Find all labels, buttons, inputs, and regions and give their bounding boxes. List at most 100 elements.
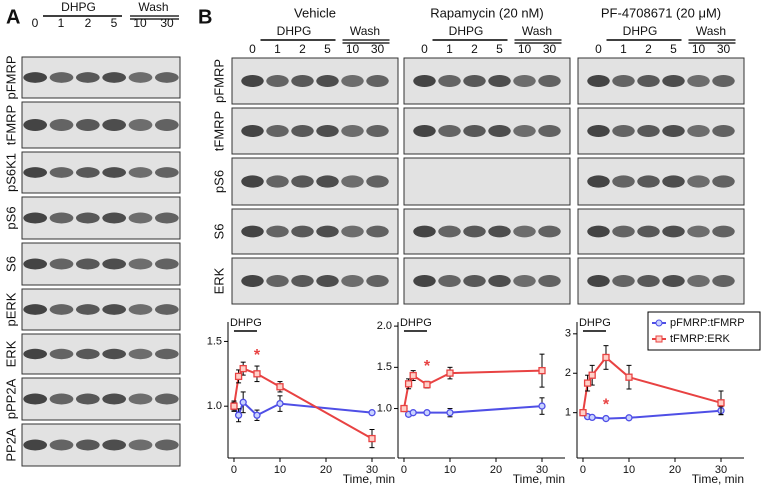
point [717,399,725,407]
lane-label: 10 [692,42,706,56]
band [612,125,635,137]
band [341,125,364,137]
panel-label: B [198,6,212,28]
band [128,348,153,360]
lane-label: 2 [645,42,652,56]
annotation: DHPG [400,317,432,329]
point [602,414,610,423]
band [75,393,100,405]
band [23,167,48,178]
band [154,348,179,360]
lane-label: 2 [85,16,92,30]
band [488,75,511,87]
lane-label: 2 [299,42,306,56]
lane-label: 1 [274,42,281,56]
blot [21,423,181,467]
band [463,225,486,238]
y-tick-label: 1 [565,407,571,419]
row-label: S6 [3,256,18,272]
band [241,75,264,87]
band [102,439,127,451]
band [712,275,735,287]
legend-marker [655,335,663,343]
band [23,439,48,451]
band [49,304,74,315]
lane-label: 30 [371,42,385,56]
band [687,225,710,238]
dhpg-label: DHPG [623,24,658,38]
band [154,258,179,270]
x-tick-label: 10 [274,464,286,476]
point [230,402,238,410]
band [291,275,314,287]
row-label: pERK [3,292,18,326]
band [316,275,339,287]
band [712,75,735,87]
band [341,225,364,238]
band [128,119,153,131]
band [266,125,289,137]
row-label: pFMRP [3,55,18,99]
point [625,414,633,422]
point [368,434,376,443]
point [538,366,546,375]
band [438,75,461,87]
point [276,383,284,391]
x-tick-label: 20 [320,464,332,476]
band [316,225,339,238]
band [687,275,710,287]
band [128,304,153,315]
blot [21,101,181,149]
band [513,225,536,238]
point [234,411,243,419]
band [291,125,314,137]
band [662,275,685,287]
band [102,258,127,270]
band [587,225,610,238]
band [488,275,511,287]
lane-label: 30 [543,42,557,56]
blot [21,288,181,331]
band [128,72,153,83]
x-tick-label: 30 [366,464,378,476]
band [366,225,389,238]
band [266,225,289,238]
band [637,275,660,287]
band [712,125,735,137]
band [662,75,685,87]
lane-label: 0 [595,42,602,56]
point [583,379,592,387]
band [49,72,74,83]
band [316,125,339,137]
wash-label: Wash [138,0,168,14]
band [49,348,74,360]
row-label: pS6 [3,206,18,229]
x-tick-label: 0 [580,464,586,476]
band [341,175,364,188]
band [154,119,179,131]
lane-label: 1 [620,42,627,56]
band [637,225,660,238]
y-tick-label: 1.0 [207,400,222,412]
lane-label: 30 [717,42,731,56]
band [587,75,610,87]
band [49,119,74,131]
lane-label: 0 [249,42,256,56]
annotation: * [603,397,610,414]
x-axis-label: Time, min [513,472,565,486]
point [276,399,284,408]
band [513,275,536,287]
blot [21,151,181,194]
lane-label: 2 [471,42,478,56]
point [446,369,454,377]
band [75,119,100,131]
lane-label: 0 [32,16,39,30]
band [241,125,264,137]
legend-label: pFMRP:tFMRP [670,317,745,329]
point [579,409,587,417]
point [409,409,417,417]
wash-label: Wash [696,24,726,38]
band [49,212,74,224]
band [49,393,74,405]
band [102,304,127,315]
